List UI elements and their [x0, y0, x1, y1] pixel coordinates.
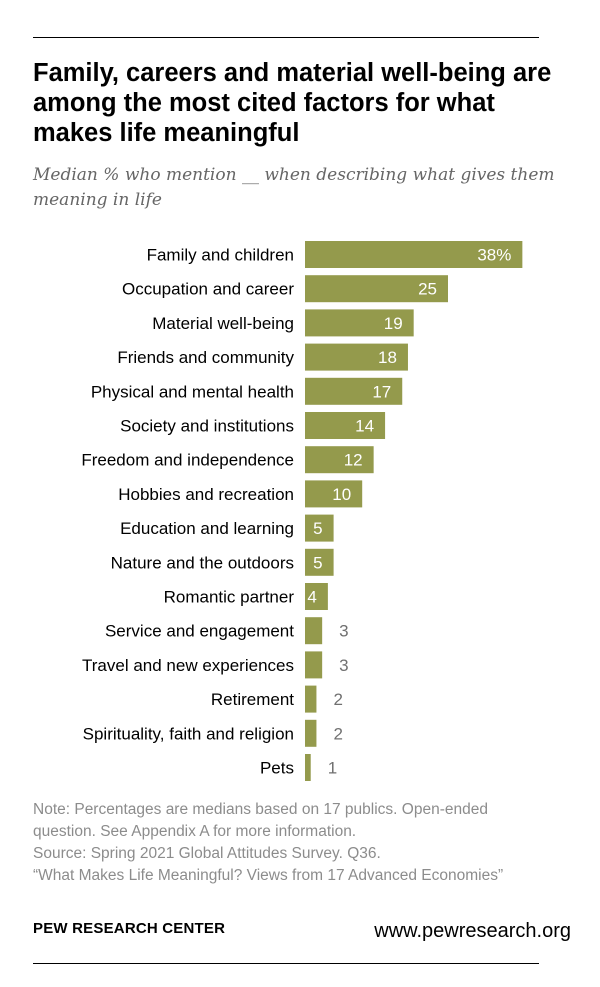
bar	[305, 446, 374, 474]
value-label: 19	[384, 314, 403, 333]
category-label: Spirituality, faith and religion	[83, 724, 294, 743]
value-label: 18	[378, 348, 397, 367]
value-label: 1	[328, 759, 337, 778]
category-label: Travel and new experiences	[82, 656, 294, 675]
bar	[305, 719, 317, 747]
chart-subtitle: Median % who mention __ when describing …	[33, 165, 555, 210]
bar	[305, 309, 414, 337]
category-label: Society and institutions	[120, 417, 294, 436]
value-label: 5	[313, 553, 322, 572]
bar-chart: Family and children 38% Occupation and car…	[81, 241, 523, 781]
note-text: Note: Percentages are medians based on 1…	[33, 801, 488, 840]
website-url: www.pewresearch.org	[374, 920, 571, 942]
category-label: Freedom and independence	[81, 451, 294, 470]
value-label: 10	[332, 485, 351, 504]
value-label: 12	[344, 451, 363, 470]
source-text: Source: Spring 2021 Global Attitudes Sur…	[33, 845, 381, 862]
bar	[305, 685, 317, 713]
top-rule	[33, 37, 539, 38]
bar	[305, 514, 334, 542]
value-label: 2	[333, 724, 342, 743]
value-label: 4	[307, 588, 316, 607]
category-label: Material well-being	[152, 314, 294, 333]
category-label: Family and children	[147, 246, 294, 265]
category-label: Hobbies and recreation	[118, 485, 294, 504]
value-label: 25	[418, 280, 437, 299]
value-label: 5	[313, 519, 322, 538]
category-label: Friends and community	[117, 348, 294, 367]
bar	[305, 548, 334, 576]
bar	[305, 617, 323, 645]
chart-notes: Note: Percentages are medians based on 1…	[33, 799, 533, 887]
bar	[305, 651, 323, 679]
value-label: 3	[339, 622, 348, 641]
bar	[305, 241, 523, 268]
value-label: 17	[372, 382, 391, 401]
category-label: Physical and mental health	[91, 382, 294, 401]
bar	[305, 275, 448, 303]
brand-name: PEW RESEARCH CENTER	[33, 920, 226, 937]
bar	[305, 480, 363, 508]
category-label: Retirement	[211, 690, 294, 709]
category-label: Romantic partner	[164, 588, 295, 607]
bar	[305, 583, 328, 610]
chart-title: Family, careers and material well-being …	[33, 59, 552, 147]
category-label: Nature and the outdoors	[111, 553, 294, 572]
category-label: Occupation and career	[122, 280, 294, 299]
value-label: 38%	[477, 246, 511, 265]
bar	[305, 377, 403, 405]
category-label: Pets	[260, 759, 294, 778]
bar	[305, 412, 386, 439]
report-title-text: “What Makes Life Meaningful? Views from …	[33, 867, 504, 884]
value-label: 2	[333, 690, 342, 709]
bar	[305, 343, 408, 371]
bar	[305, 754, 311, 781]
value-label: 14	[355, 417, 374, 436]
bottom-rule	[33, 963, 539, 964]
category-label: Education and learning	[120, 519, 294, 538]
category-label: Service and engagement	[105, 622, 294, 641]
value-label: 3	[339, 656, 348, 675]
